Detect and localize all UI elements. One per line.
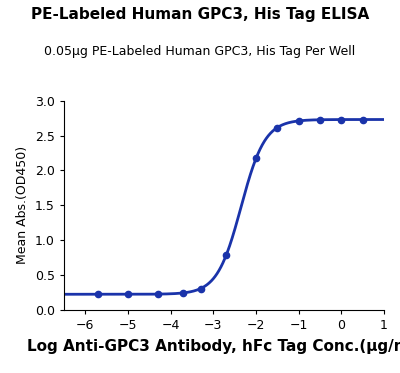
Text: 0.05μg PE-Labeled Human GPC3, His Tag Per Well: 0.05μg PE-Labeled Human GPC3, His Tag Pe… (44, 45, 356, 58)
Text: PE-Labeled Human GPC3, His Tag ELISA: PE-Labeled Human GPC3, His Tag ELISA (31, 7, 369, 22)
X-axis label: Log Anti-GPC3 Antibody, hFc Tag Conc.(μg/ml): Log Anti-GPC3 Antibody, hFc Tag Conc.(μg… (27, 339, 400, 354)
Y-axis label: Mean Abs.(OD450): Mean Abs.(OD450) (16, 146, 30, 264)
